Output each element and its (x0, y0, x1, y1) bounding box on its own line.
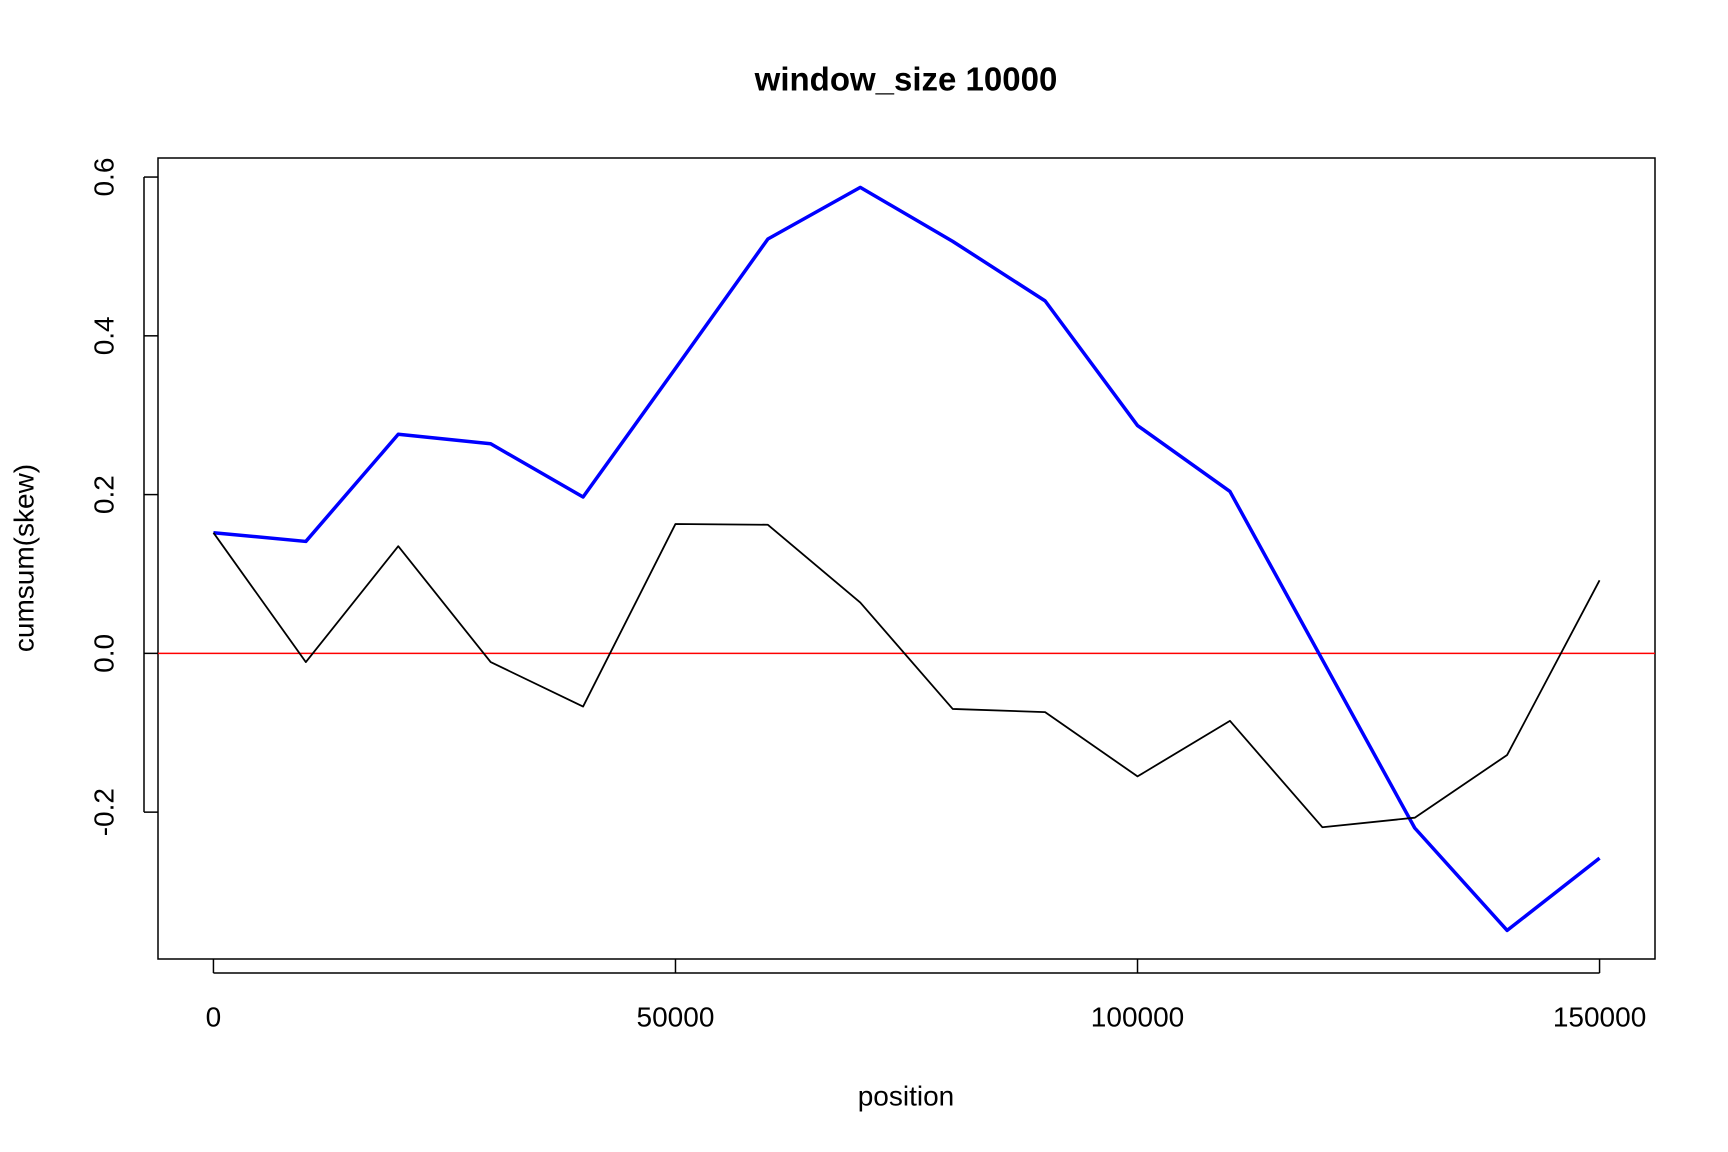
y-tick-label: 0.0 (88, 634, 119, 673)
x-axis-label: position (858, 1080, 955, 1111)
y-tick-label: 0.6 (88, 158, 119, 197)
y-tick-label: 0.4 (88, 316, 119, 355)
data-line (213, 185, 1601, 933)
x-tick-label: 50000 (637, 1001, 715, 1032)
x-tick-label: 0 (206, 1001, 222, 1032)
chart-title: window_size 10000 (754, 61, 1058, 98)
y-tick-label: 0.2 (88, 475, 119, 514)
plot-frame (157, 157, 1656, 960)
x-tick-label: 100000 (1091, 1001, 1184, 1032)
data-line (212, 523, 1601, 829)
y-axis-label: cumsum(skew) (8, 464, 39, 652)
y-tick-label: -0.2 (88, 788, 119, 836)
x-tick-label: 150000 (1553, 1001, 1646, 1032)
